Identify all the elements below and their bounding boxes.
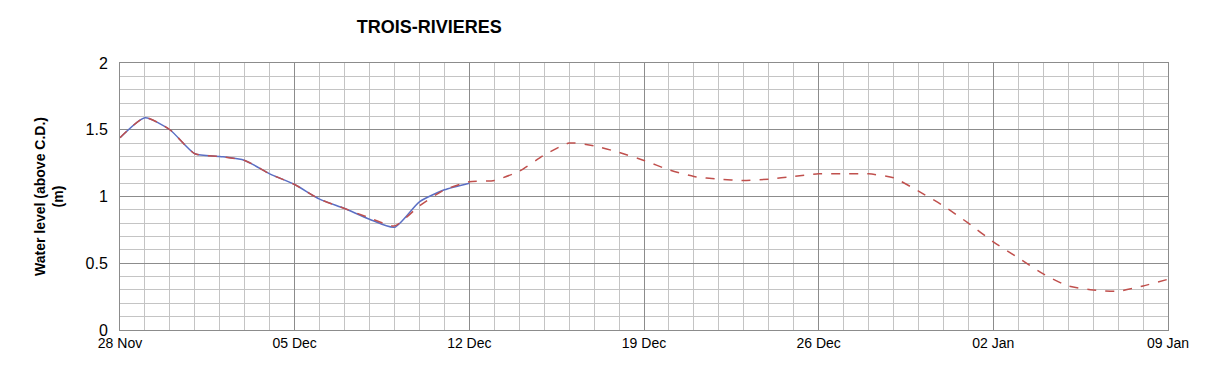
svg-text:05 Dec: 05 Dec: [272, 335, 316, 351]
svg-text:1.5: 1.5: [86, 121, 108, 138]
svg-text:1: 1: [99, 188, 108, 205]
svg-text:Water level (above C.D.)(m): Water level (above C.D.)(m): [32, 117, 66, 276]
svg-text:19 Dec: 19 Dec: [622, 335, 666, 351]
svg-text:TROIS-RIVIERES: TROIS-RIVIERES: [357, 17, 502, 37]
svg-text:28 Nov: 28 Nov: [98, 335, 142, 351]
svg-text:0: 0: [99, 322, 108, 339]
svg-text:2: 2: [99, 55, 108, 72]
svg-text:0.5: 0.5: [86, 255, 108, 272]
svg-text:26 Dec: 26 Dec: [796, 335, 840, 351]
svg-text:09 Jan: 09 Jan: [1147, 335, 1189, 351]
svg-text:12 Dec: 12 Dec: [447, 335, 491, 351]
svg-text:02 Jan: 02 Jan: [972, 335, 1014, 351]
